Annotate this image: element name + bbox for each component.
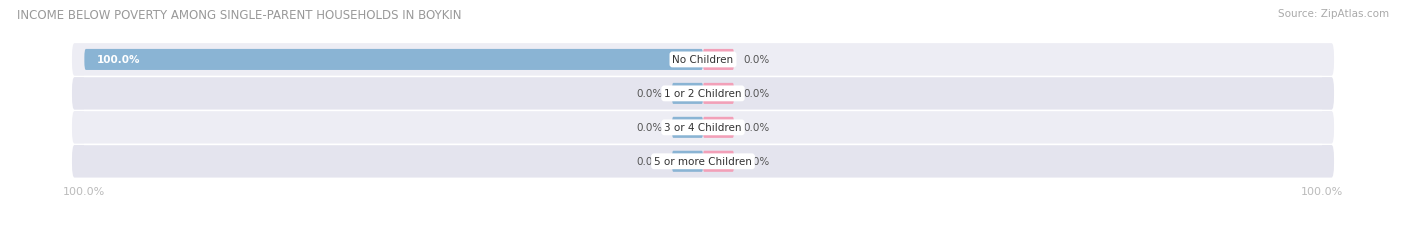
FancyBboxPatch shape — [703, 117, 734, 138]
Text: No Children: No Children — [672, 55, 734, 65]
Text: 0.0%: 0.0% — [744, 55, 769, 65]
FancyBboxPatch shape — [72, 112, 1334, 144]
FancyBboxPatch shape — [72, 44, 1334, 76]
Text: 1 or 2 Children: 1 or 2 Children — [664, 89, 742, 99]
FancyBboxPatch shape — [84, 50, 703, 71]
FancyBboxPatch shape — [703, 50, 734, 71]
Text: 0.0%: 0.0% — [637, 123, 662, 133]
Text: 0.0%: 0.0% — [744, 123, 769, 133]
Text: 0.0%: 0.0% — [744, 89, 769, 99]
Text: 3 or 4 Children: 3 or 4 Children — [664, 123, 742, 133]
FancyBboxPatch shape — [672, 151, 703, 172]
FancyBboxPatch shape — [703, 151, 734, 172]
FancyBboxPatch shape — [703, 83, 734, 104]
Text: 0.0%: 0.0% — [744, 157, 769, 167]
Text: 5 or more Children: 5 or more Children — [654, 157, 752, 167]
FancyBboxPatch shape — [72, 145, 1334, 178]
FancyBboxPatch shape — [672, 83, 703, 104]
Text: 0.0%: 0.0% — [637, 157, 662, 167]
Text: 100.0%: 100.0% — [97, 55, 141, 65]
Text: INCOME BELOW POVERTY AMONG SINGLE-PARENT HOUSEHOLDS IN BOYKIN: INCOME BELOW POVERTY AMONG SINGLE-PARENT… — [17, 9, 461, 22]
FancyBboxPatch shape — [672, 117, 703, 138]
FancyBboxPatch shape — [72, 78, 1334, 110]
Text: 0.0%: 0.0% — [637, 89, 662, 99]
Text: Source: ZipAtlas.com: Source: ZipAtlas.com — [1278, 9, 1389, 19]
